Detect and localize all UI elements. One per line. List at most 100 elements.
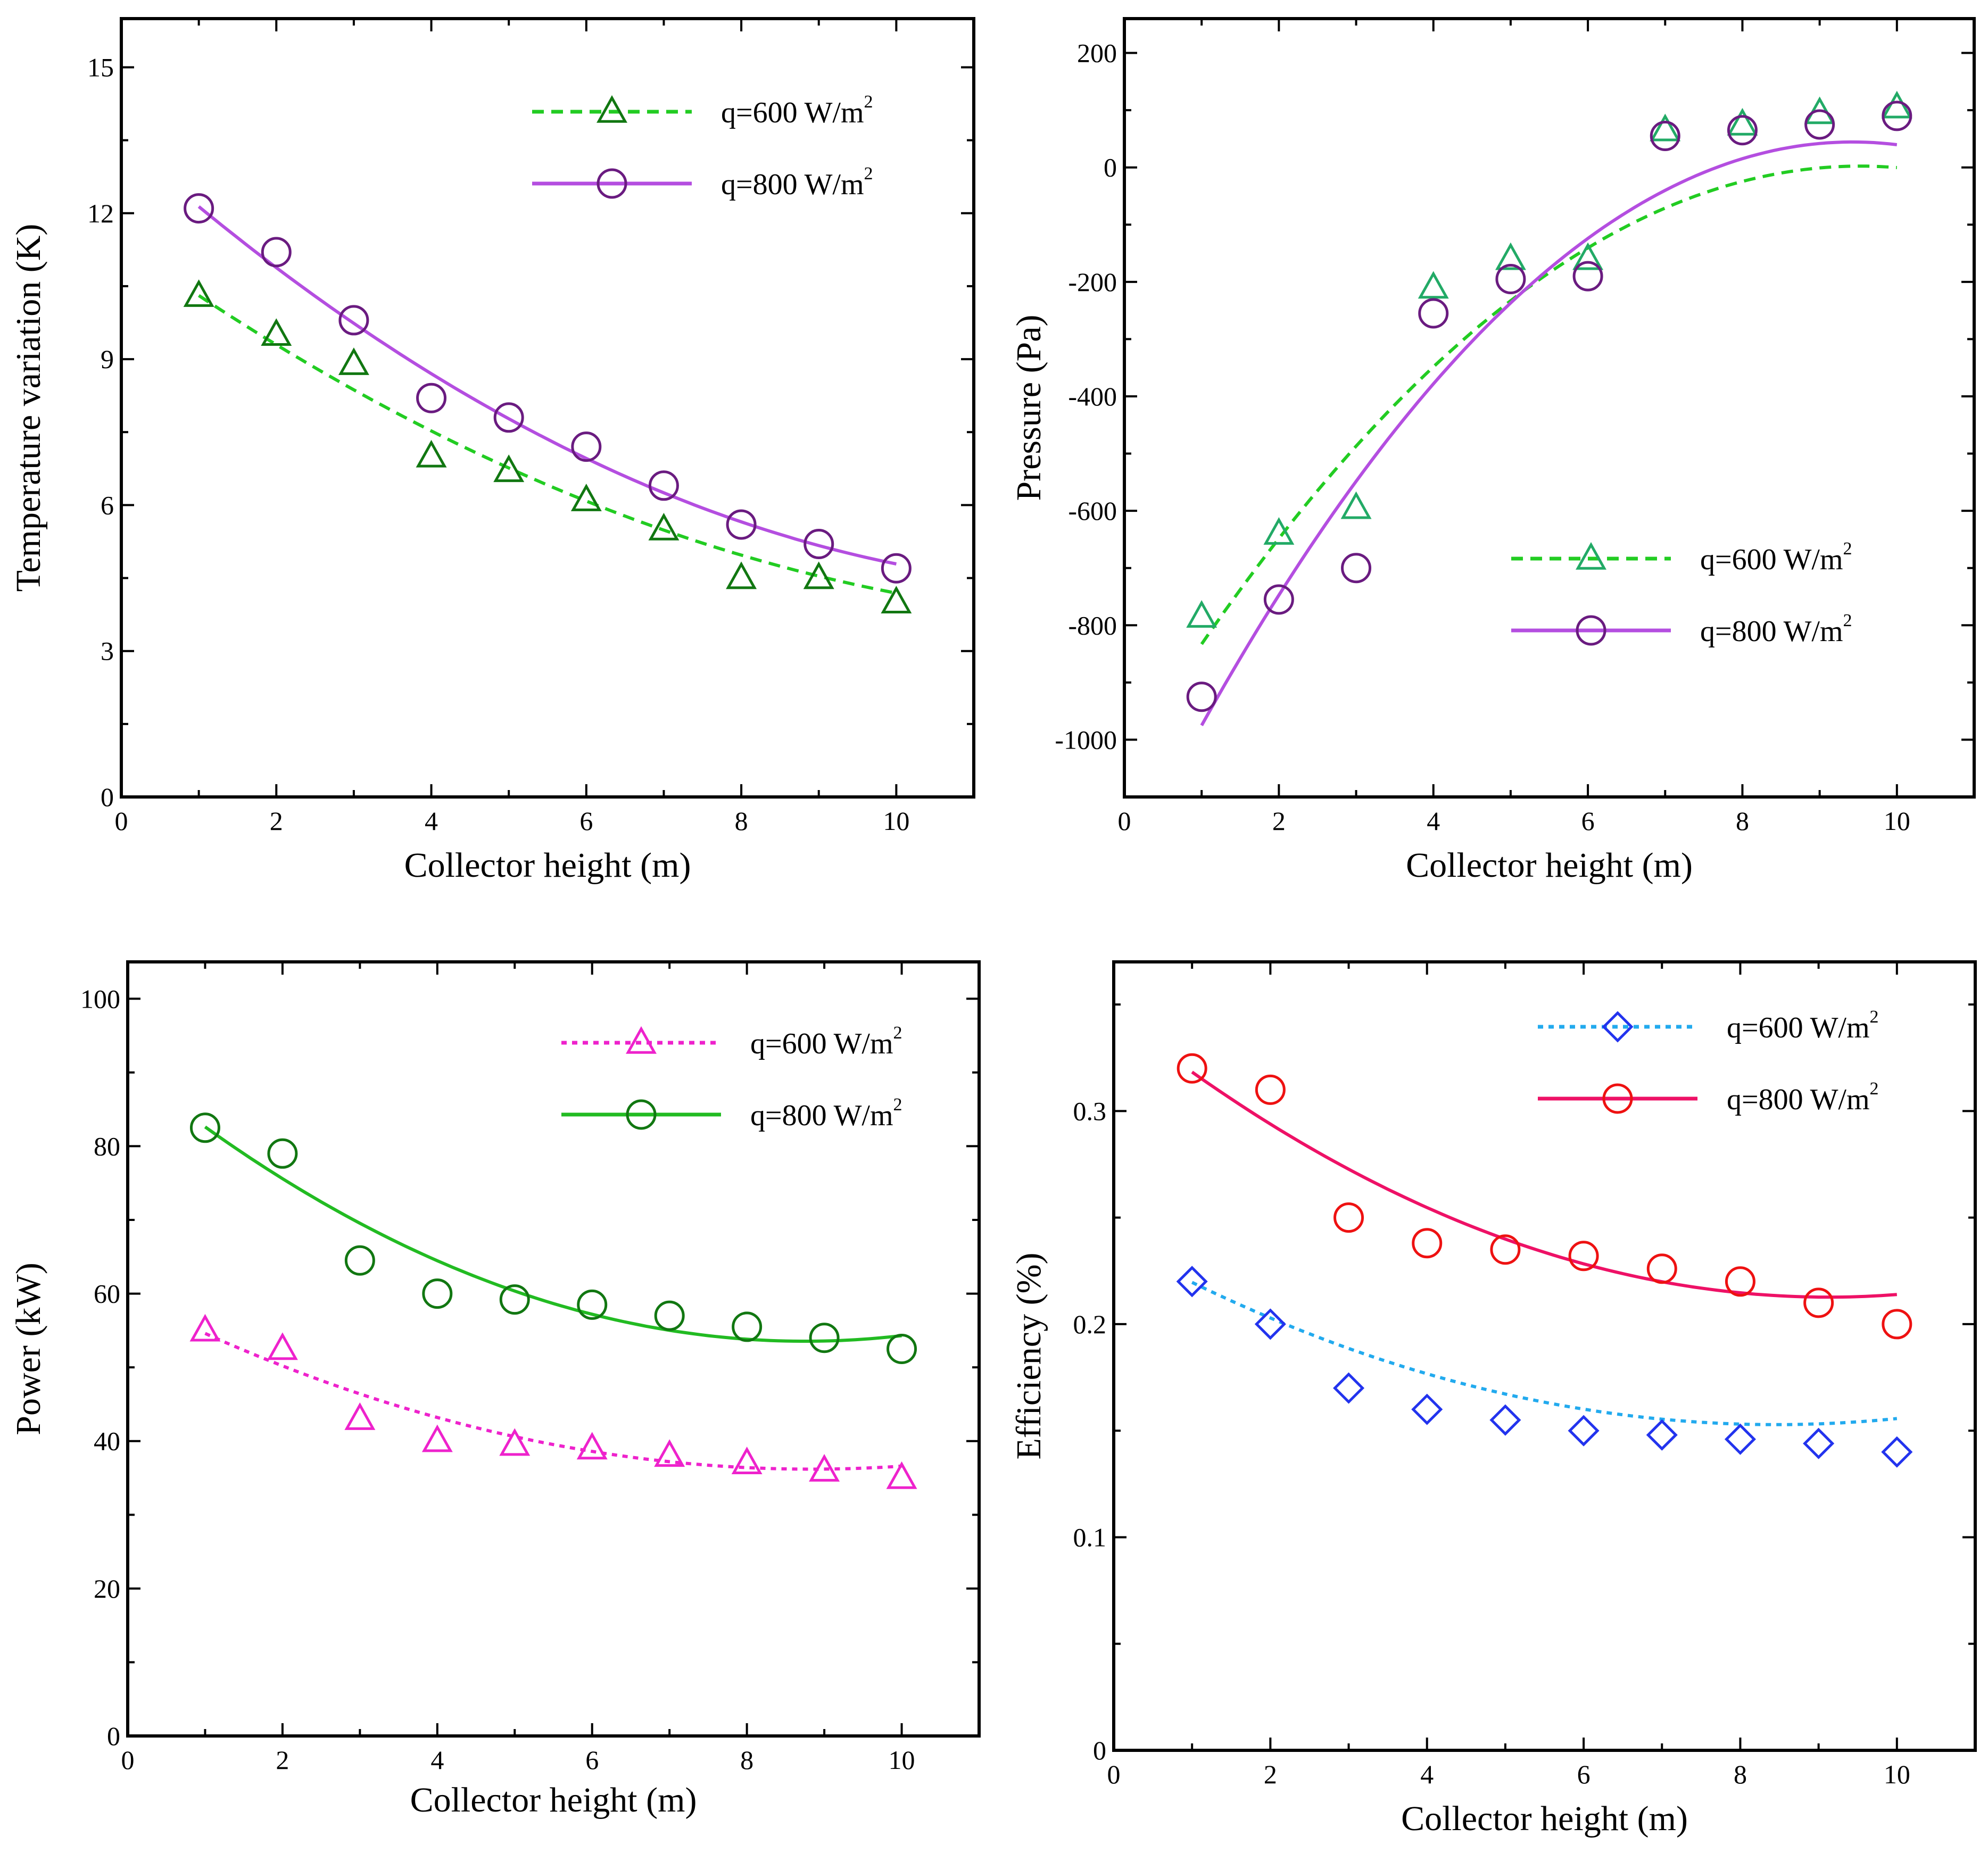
data-point: [1177, 1053, 1207, 1084]
data-point: [1727, 107, 1758, 136]
data-point: [726, 509, 757, 540]
data-point: [1568, 1415, 1600, 1447]
y-tick-label: 0.1: [1073, 1522, 1107, 1552]
data-point: [1176, 1266, 1208, 1298]
legend-label: q=600 W/m2: [721, 92, 873, 129]
x-tick-label: 10: [1884, 806, 1910, 836]
data-point: [881, 553, 912, 584]
data-point: [1882, 1309, 1912, 1340]
fit-line: [204, 1125, 902, 1343]
series-q800: q=800 W/m2: [1177, 1053, 1912, 1340]
series-q800: q=800 W/m2: [184, 164, 912, 584]
data-point: [1418, 298, 1449, 329]
legend-label-superscript: 2: [1843, 539, 1852, 559]
data-point: [803, 561, 834, 589]
y-tick-label: 0.3: [1073, 1096, 1107, 1126]
data-point: [1186, 600, 1217, 628]
x-tick-label: 0: [115, 806, 128, 836]
legend-marker: [1576, 615, 1606, 646]
x-tick-label: 8: [1736, 806, 1749, 836]
data-point: [732, 1311, 763, 1342]
data-point: [1568, 1241, 1599, 1272]
legend-label: q=600 W/m2: [1727, 1007, 1879, 1044]
legend-label: q=600 W/m2: [1700, 539, 1852, 576]
data-point: [1263, 584, 1294, 615]
data-point: [499, 1284, 530, 1315]
legend-marker: [1602, 1011, 1634, 1043]
x-tick-label: 0: [1107, 1759, 1121, 1789]
x-tick-label: 8: [1734, 1759, 1747, 1789]
data-point: [416, 383, 447, 413]
legend-marker: [1576, 542, 1606, 570]
legend-label: q=600 W/m2: [750, 1023, 902, 1060]
data-point: [1882, 101, 1912, 131]
data-point: [493, 454, 525, 483]
y-tick-label: 6: [101, 490, 114, 520]
data-point: [1340, 491, 1372, 519]
x-tick-label: 10: [1884, 1759, 1910, 1789]
legend-label: q=800 W/m2: [1700, 611, 1852, 648]
legend-label-superscript: 2: [1843, 611, 1852, 630]
data-point: [731, 1447, 763, 1474]
x-tick-label: 10: [889, 1745, 915, 1775]
data-point: [416, 439, 447, 468]
data-point: [1412, 1228, 1443, 1259]
data-point: [804, 529, 834, 560]
x-tick-label: 4: [1427, 806, 1440, 836]
data-point: [1495, 242, 1526, 270]
data-point: [648, 512, 680, 541]
data-point: [261, 237, 292, 268]
x-tick-label: 4: [1420, 1759, 1434, 1789]
data-point: [1646, 1253, 1677, 1284]
y-tick-label: 80: [94, 1131, 120, 1161]
data-point: [267, 1332, 298, 1360]
data-point: [809, 1454, 840, 1482]
data-point: [1495, 263, 1526, 294]
y-tick-label: -1000: [1055, 725, 1117, 754]
fit-line: [1200, 164, 1898, 645]
data-point: [1650, 121, 1680, 152]
plot-frame: [1112, 960, 1977, 1752]
y-tick-label: -800: [1068, 610, 1117, 640]
x-axis-title: Collector height (m): [1401, 1799, 1688, 1838]
y-axis-title: Temperature variation (K): [9, 224, 48, 592]
legend-label-superscript: 2: [864, 164, 873, 184]
data-point: [648, 470, 679, 501]
y-tick-label: 15: [87, 52, 114, 82]
y-tick-label: 60: [94, 1279, 120, 1309]
data-point: [183, 279, 214, 307]
x-tick-label: 6: [585, 1745, 599, 1775]
data-point: [267, 1138, 298, 1169]
data-point: [654, 1439, 685, 1467]
legend-label: q=800 W/m2: [750, 1095, 902, 1132]
y-tick-label: 3: [101, 636, 114, 666]
data-point: [1255, 1074, 1286, 1105]
legend-marker: [1602, 1083, 1633, 1114]
legend-label-superscript: 2: [1870, 1079, 1879, 1099]
data-point: [1803, 1427, 1835, 1459]
data-point: [886, 1461, 917, 1489]
x-tick-label: 2: [270, 806, 283, 836]
legend-marker: [597, 95, 627, 123]
x-tick-label: 10: [883, 806, 909, 836]
data-point: [189, 1112, 220, 1143]
y-tick-label: 9: [101, 344, 114, 374]
series-q600: q=600 W/m2: [183, 92, 912, 613]
data-point: [1803, 1287, 1834, 1318]
fit-line: [197, 294, 897, 595]
y-axis-title: Pressure (Pa): [1009, 314, 1048, 501]
data-point: [1186, 682, 1217, 712]
data-point: [338, 305, 369, 336]
data-point: [1804, 109, 1835, 140]
fit-line: [1191, 1281, 1898, 1426]
data-point: [1341, 553, 1372, 584]
data-point: [1650, 113, 1681, 142]
temperature-chart: 0 2 4 6 8 10 0 3 6 9 12 15 Collector height (m) Tempe…: [9, 17, 975, 885]
series-q800: q=800 W/m2: [189, 1095, 917, 1364]
data-point: [1263, 517, 1295, 545]
x-axis-title: Collector height (m): [410, 1781, 697, 1819]
y-axis-title: Efficiency (%): [1009, 1252, 1048, 1459]
data-point: [1572, 242, 1604, 270]
data-point: [809, 1323, 840, 1353]
